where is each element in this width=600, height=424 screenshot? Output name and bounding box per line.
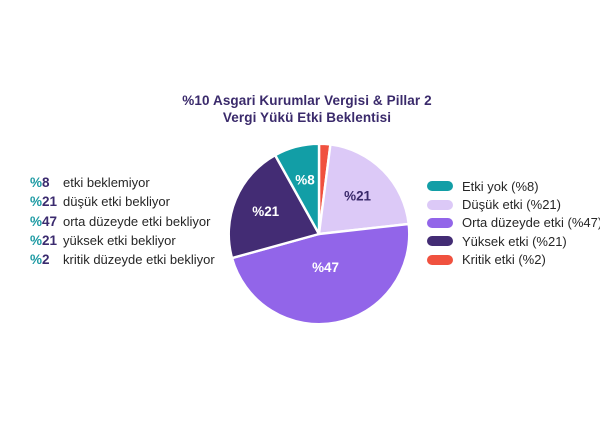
- legend-item-d-k-etki-21: Düşük etki (%21): [427, 195, 600, 213]
- stat-label: yüksek etki bekliyor: [63, 233, 176, 249]
- pie-slice-label-etki-yok: %8: [295, 172, 315, 187]
- stat-row-orta-d-zeyde-etki-bekliyor: %47 orta düzeyde etki bekliyor: [30, 212, 215, 231]
- pie-chart-container: %21 %47 %21 %8: [223, 138, 415, 330]
- stat-row-etki-beklemiyor: %8 etki beklemiyor: [30, 173, 215, 192]
- pie-slice-y-ksek-etki: [227, 153, 321, 260]
- stat-label: kritik düzeyde etki bekliyor: [63, 252, 215, 268]
- pie-slice-etki-yok: [273, 142, 321, 236]
- percent-sign: %: [30, 252, 43, 268]
- legend-label: Yüksek etki (%21): [462, 233, 567, 249]
- percent-value: 47: [42, 213, 58, 229]
- legend-item-etki-yok-8: Etki yok (%8): [427, 177, 600, 195]
- stat-row-kritik-d-zeyde-etki-bekliyor: %2 kritik düzeyde etki bekliyor: [30, 250, 215, 269]
- stat-percentage: %21: [30, 194, 63, 209]
- stat-label: etki beklemiyor: [63, 175, 150, 191]
- percent-sign: %: [30, 233, 43, 249]
- stat-percentage: %8: [30, 175, 63, 190]
- legend-label: Kritik etki (%2): [462, 252, 546, 268]
- pie-slice-label-y-ksek-etki: %21: [252, 204, 279, 219]
- legend: Etki yok (%8) Düşük etki (%21) Orta düzeyd…: [427, 177, 600, 269]
- pie-slice-label-orta-d-zeyde-etki: %47: [312, 260, 339, 275]
- percent-value: 21: [42, 233, 58, 249]
- chart-title-line1: %10 Asgari Kurumlar Vergisi & Pillar 2: [182, 93, 432, 108]
- legend-label: Etki yok (%8): [462, 178, 539, 194]
- legend-label: Orta düzeyde etki (%47): [462, 215, 600, 231]
- percent-value: 21: [42, 194, 58, 210]
- legend-swatch: [427, 236, 453, 247]
- chart-title: %10 Asgari Kurumlar Vergisi & Pillar 2 V…: [60, 92, 554, 126]
- percent-sign: %: [30, 175, 43, 191]
- percent-value: 2: [42, 252, 50, 268]
- legend-label: Düşük etki (%21): [462, 197, 561, 213]
- percent-value: 8: [42, 175, 50, 191]
- legend-item-kritik-etki-2: Kritik etki (%2): [427, 251, 600, 269]
- percent-sign: %: [30, 194, 43, 210]
- pie-chart: %21 %47 %21 %8: [227, 142, 411, 326]
- stat-row-y-ksek-etki-bekliyor: %21 yüksek etki bekliyor: [30, 231, 215, 250]
- legend-item-orta-d-zeyde-etki-47: Orta düzeyde etki (%47): [427, 214, 600, 232]
- chart-title-line2: Vergi Yükü Etki Beklentisi: [222, 110, 392, 125]
- impact-stats-list: %8 etki beklemiyor %21 düşük etki bekliyor%…: [30, 173, 215, 269]
- stat-label: düşük etki bekliyor: [63, 194, 170, 210]
- stat-percentage: %47: [30, 214, 63, 229]
- legend-swatch: [427, 199, 453, 210]
- legend-swatch: [427, 254, 453, 265]
- stat-percentage: %2: [30, 252, 63, 267]
- stat-row-d-k-etki-bekliyor: %21 düşük etki bekliyor: [30, 192, 215, 211]
- pie-slice-d-k-etki: [317, 143, 410, 236]
- legend-swatch: [427, 217, 453, 228]
- stat-label: orta düzeyde etki bekliyor: [63, 213, 211, 229]
- legend-item-y-ksek-etki-21: Yüksek etki (%21): [427, 232, 600, 250]
- stat-percentage: %21: [30, 233, 63, 248]
- pie-slice-orta-d-zeyde-etki: [230, 222, 411, 326]
- percent-sign: %: [30, 213, 43, 229]
- legend-swatch: [427, 181, 453, 192]
- pie-slice-label-d-k-etki: %21: [344, 188, 371, 203]
